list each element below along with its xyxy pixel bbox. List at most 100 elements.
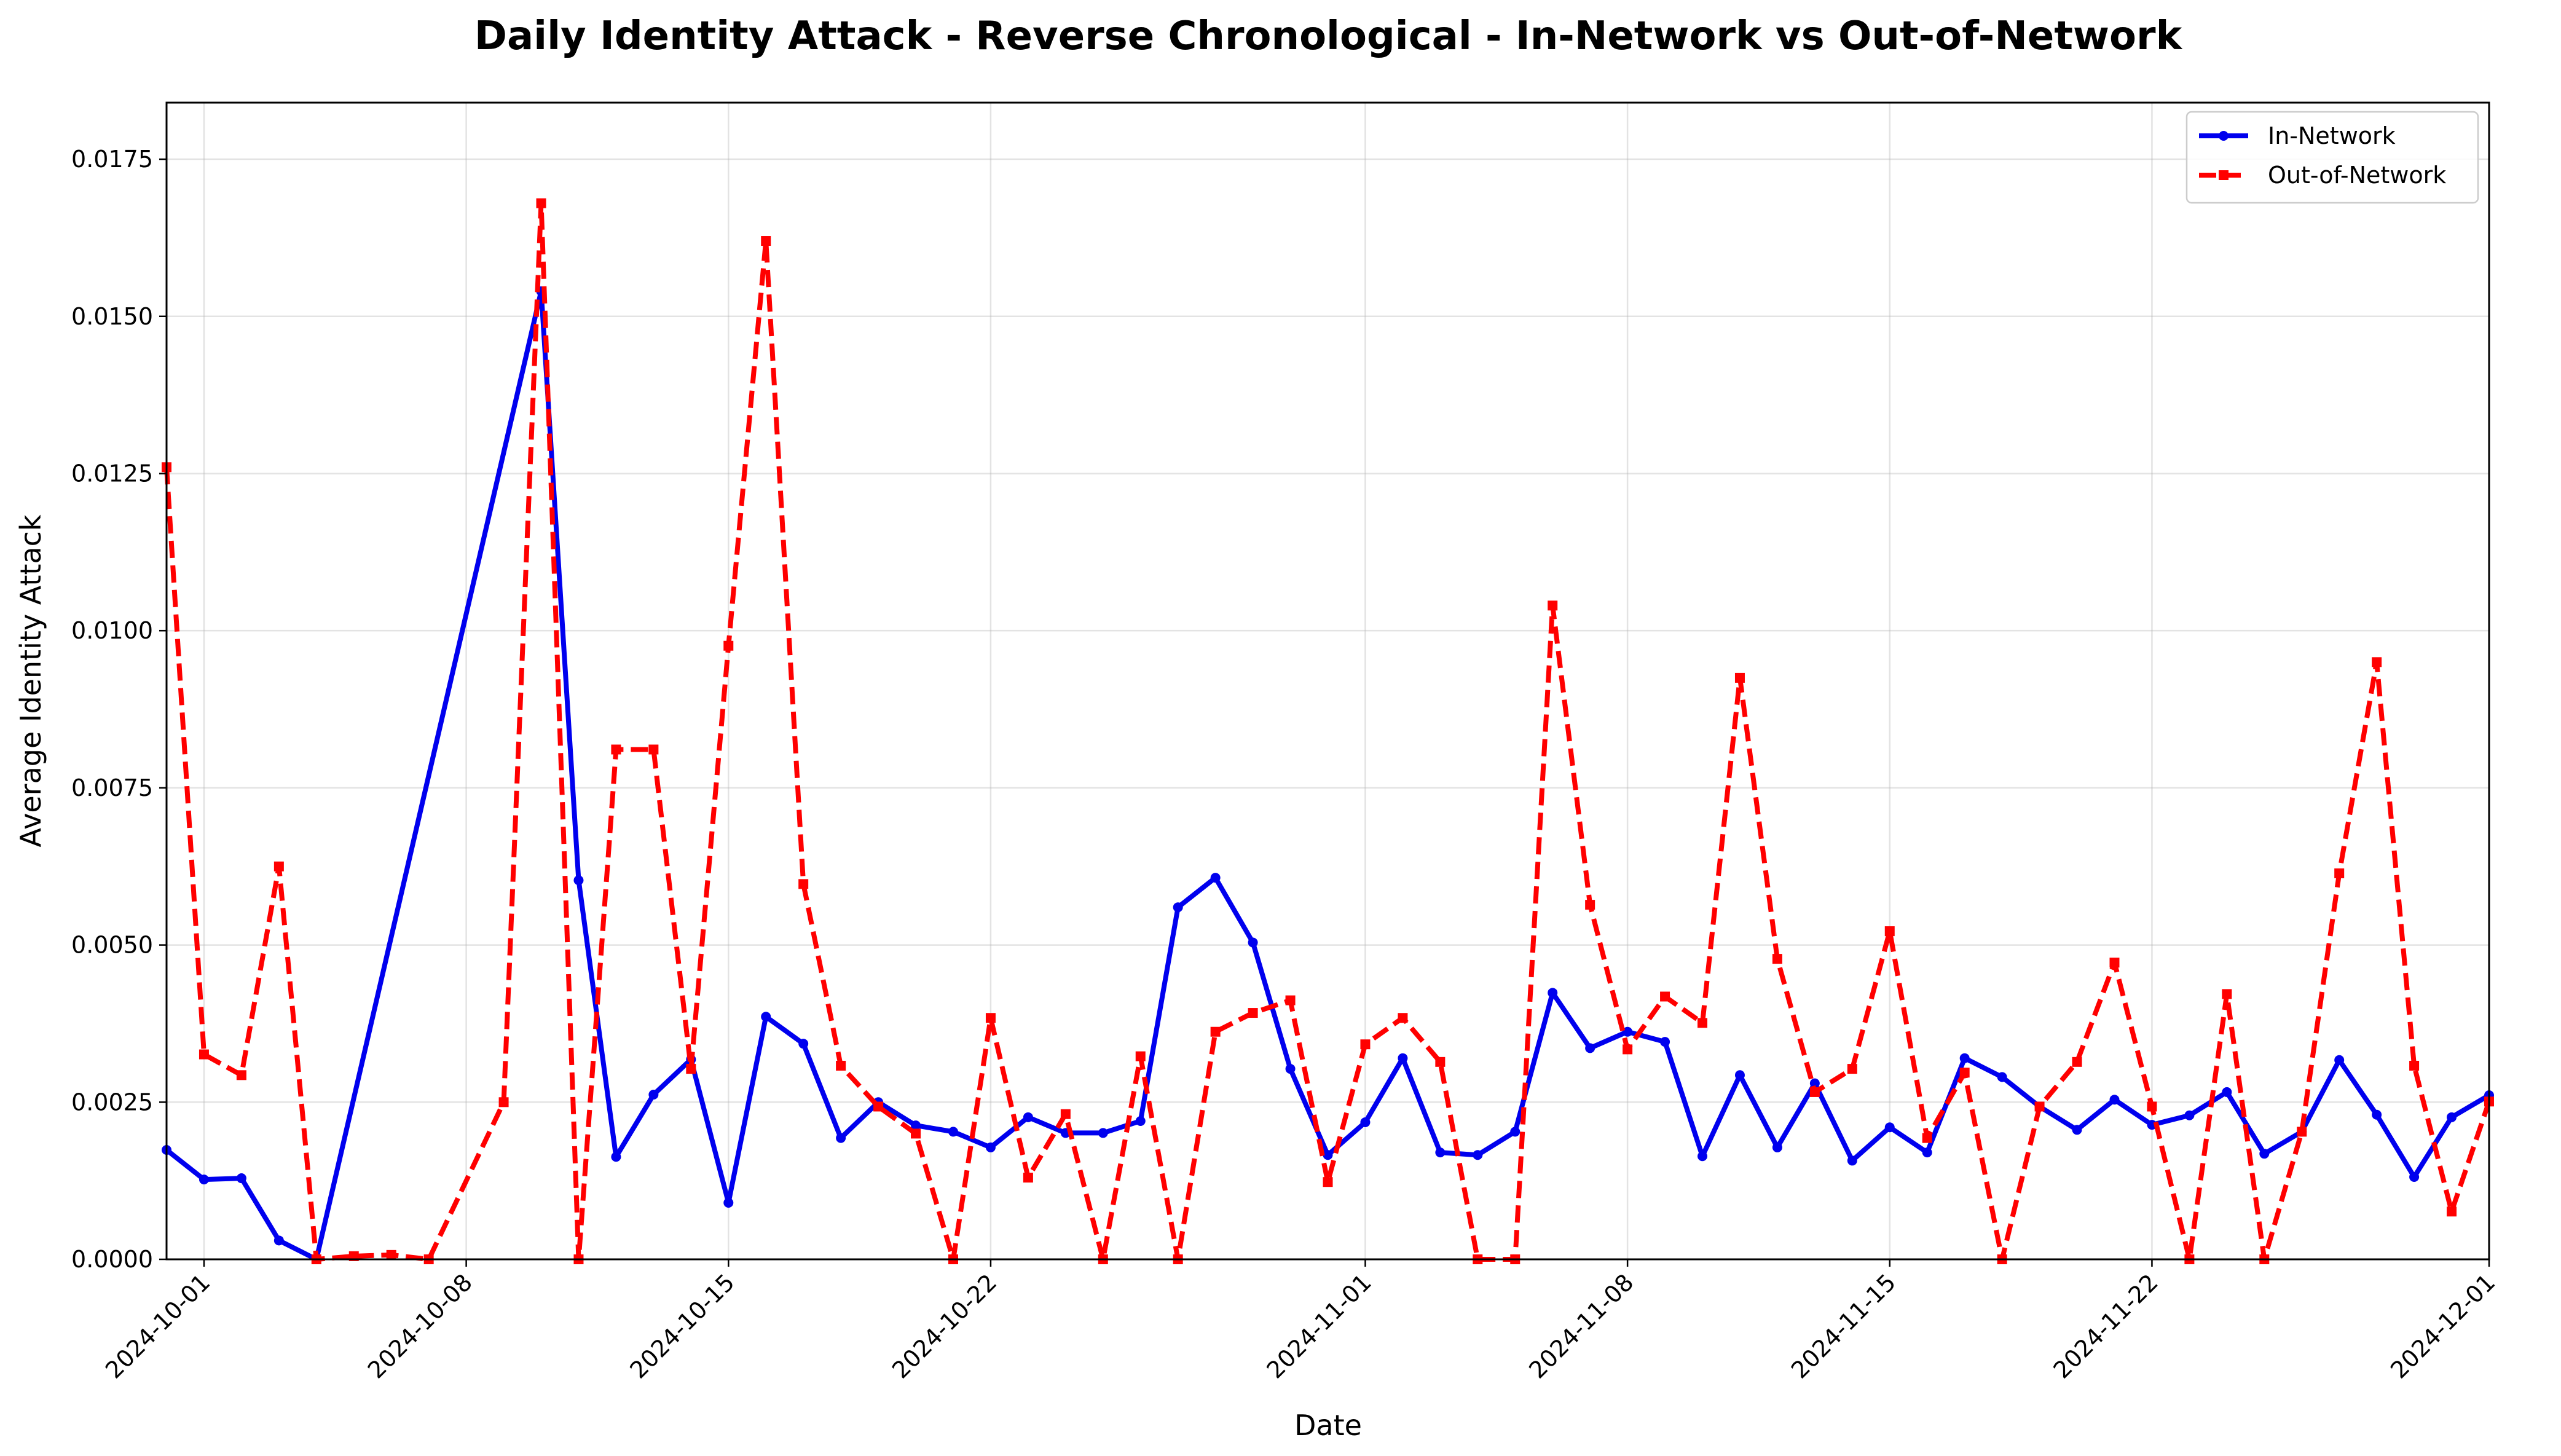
data-point-in-network	[648, 1090, 659, 1100]
data-point-in-network	[1023, 1112, 1033, 1122]
legend-out-of-network-label: Out-of-Network	[2268, 162, 2446, 189]
data-point-in-network	[1847, 1155, 1857, 1166]
data-point-out-of-network	[1922, 1133, 1932, 1143]
data-point-in-network	[1473, 1150, 1483, 1160]
y-tick-label: 0.0125	[71, 460, 153, 487]
data-point-in-network	[1285, 1064, 1296, 1074]
series-out-of-network	[162, 198, 2494, 1264]
y-axis-label: Average Identity Attack	[14, 514, 47, 848]
data-point-out-of-network	[1772, 954, 1782, 964]
data-point-out-of-network	[536, 198, 546, 208]
data-point-out-of-network	[1435, 1057, 1446, 1067]
data-point-out-of-network	[1548, 600, 1558, 611]
data-point-out-of-network	[199, 1049, 209, 1060]
data-point-out-of-network	[1734, 672, 1745, 683]
data-point-out-of-network	[761, 236, 771, 246]
data-point-out-of-network	[2297, 1127, 2307, 1137]
series-line-in-network	[165, 288, 2491, 1262]
data-point-out-of-network	[1585, 900, 1595, 910]
data-point-in-network	[2184, 1110, 2195, 1120]
data-point-out-of-network	[1697, 1018, 1708, 1028]
data-point-out-of-network	[498, 1097, 509, 1108]
data-point-in-network	[1809, 1078, 1820, 1088]
series-layer	[162, 198, 2494, 1264]
data-point-in-network	[199, 1175, 209, 1185]
data-point-out-of-network	[1398, 1013, 1408, 1023]
data-point-in-network	[948, 1127, 958, 1137]
x-axis-label: Date	[1294, 1409, 1362, 1442]
data-point-in-network	[2372, 1109, 2382, 1120]
data-point-out-of-network	[2072, 1057, 2082, 1067]
data-point-out-of-network	[2222, 989, 2232, 999]
data-point-out-of-network	[1285, 995, 1296, 1005]
data-point-in-network	[911, 1120, 921, 1131]
data-point-in-network	[1959, 1053, 1970, 1063]
data-point-out-of-network	[911, 1128, 921, 1139]
data-point-out-of-network	[686, 1064, 696, 1074]
data-point-in-network	[1435, 1147, 1446, 1158]
data-point-in-network	[1623, 1026, 1633, 1037]
series-line-out-of-network	[164, 200, 2492, 1262]
data-point-out-of-network	[2147, 1101, 2157, 1112]
data-point-out-of-network	[386, 1249, 396, 1260]
y-tick-label: 0.0050	[71, 932, 153, 959]
data-point-out-of-network	[611, 744, 621, 755]
data-point-in-network	[1585, 1043, 1595, 1053]
data-point-out-of-network	[2109, 958, 2120, 968]
series-in-network	[162, 286, 2494, 1264]
data-point-out-of-network	[836, 1060, 846, 1071]
data-point-in-network	[798, 1039, 809, 1049]
data-point-out-of-network	[985, 1013, 996, 1023]
y-tick-label: 0.0100	[71, 617, 153, 644]
data-point-in-network	[1323, 1150, 1333, 1160]
data-point-in-network	[1248, 937, 1258, 948]
legend-in-network-label: In-Network	[2268, 122, 2396, 149]
data-point-in-network	[1135, 1116, 1146, 1126]
y-tick-label: 0.0000	[71, 1246, 153, 1273]
data-point-out-of-network	[1248, 1008, 1258, 1018]
legend: In-Network Out-of-Network	[2185, 111, 2479, 204]
data-point-in-network	[573, 875, 584, 886]
data-point-in-network	[985, 1142, 996, 1152]
data-point-out-of-network	[1623, 1044, 1633, 1055]
data-point-in-network	[2447, 1112, 2457, 1122]
data-point-out-of-network	[1023, 1173, 1033, 1183]
data-point-out-of-network	[648, 744, 659, 755]
data-point-in-network	[1697, 1151, 1708, 1162]
data-point-out-of-network	[723, 640, 734, 651]
data-point-out-of-network	[1884, 926, 1895, 937]
data-point-out-of-network	[2409, 1060, 2420, 1071]
data-point-in-network	[1660, 1037, 1670, 1047]
chart-title: Daily Identity Attack - Reverse Chronolo…	[474, 14, 2183, 59]
data-point-out-of-network	[1847, 1064, 1857, 1074]
data-point-in-network	[1772, 1142, 1782, 1152]
data-point-in-network	[1734, 1070, 1745, 1080]
y-tick-label: 0.0025	[71, 1088, 153, 1116]
data-point-in-network	[236, 1173, 246, 1184]
data-point-in-network	[1173, 902, 1183, 913]
data-point-out-of-network	[1660, 991, 1670, 1002]
data-point-in-network	[2409, 1172, 2420, 1183]
data-point-in-network	[1922, 1147, 1932, 1158]
data-point-out-of-network	[1809, 1087, 1820, 1097]
legend-out-of-network-marker	[2219, 170, 2229, 180]
data-point-out-of-network	[1959, 1068, 1970, 1078]
data-point-out-of-network	[236, 1070, 246, 1080]
data-point-in-network	[1884, 1122, 1895, 1133]
data-point-out-of-network	[2334, 868, 2345, 878]
data-point-in-network	[2259, 1149, 2270, 1159]
data-point-out-of-network	[2447, 1206, 2457, 1217]
plot-frame	[165, 101, 2490, 1261]
data-point-in-network	[1548, 988, 1558, 998]
data-point-in-network	[1360, 1117, 1371, 1128]
data-point-out-of-network	[2372, 657, 2382, 667]
data-point-in-network	[836, 1133, 846, 1143]
data-point-out-of-network	[1360, 1039, 1371, 1050]
legend-box	[2185, 111, 2479, 204]
data-point-in-network	[2222, 1087, 2232, 1097]
data-point-out-of-network	[1323, 1177, 1333, 1187]
y-tick-label: 0.0150	[71, 303, 153, 330]
data-point-out-of-network	[273, 861, 284, 872]
